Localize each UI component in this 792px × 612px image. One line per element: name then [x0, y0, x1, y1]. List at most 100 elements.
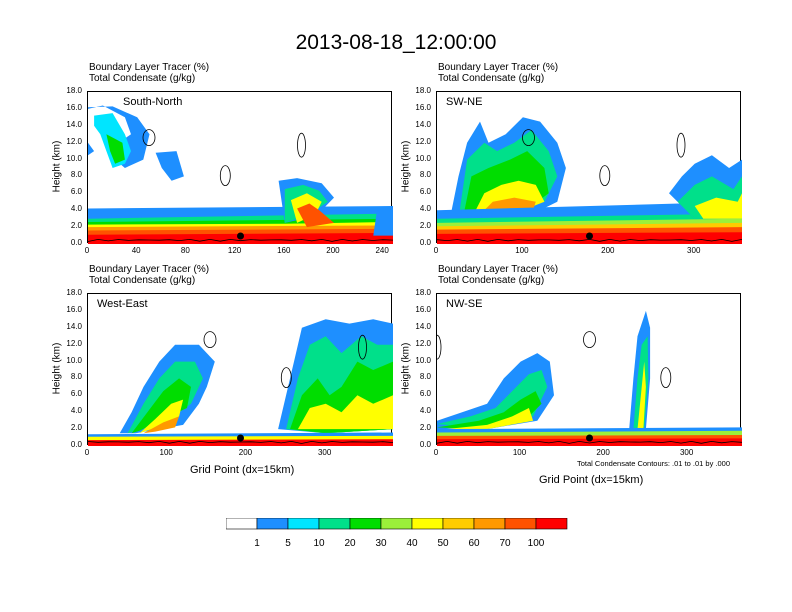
x-tick-label: 40 — [131, 246, 141, 255]
y-tick-label: 0.0 — [419, 440, 431, 449]
colorbar-label: 60 — [468, 538, 480, 549]
panel-header-line2: Total Condensate (g/kg) — [438, 275, 545, 286]
x-tick-label: 200 — [326, 246, 340, 255]
tracer-contour-fill — [297, 203, 334, 228]
y-tick-label: 8.0 — [419, 170, 431, 180]
y-tick-label: 16.0 — [66, 102, 82, 112]
condensate-contour — [358, 334, 367, 360]
condensate-contour — [660, 367, 672, 388]
plot-area — [87, 91, 393, 244]
y-tick-label: 4.0 — [70, 204, 82, 214]
y-tick-label: 16.0 — [415, 102, 431, 112]
x-tick-label: 300 — [679, 448, 694, 457]
tracer-contour-fill — [445, 408, 534, 430]
contour-note: Total Condensate Contours: .01 to .01 by… — [577, 459, 731, 468]
x-tick-label: 100 — [512, 448, 527, 457]
tracer-contour-fill — [373, 208, 393, 236]
panel-header-line2: Total Condensate (g/kg) — [438, 73, 545, 84]
y-tick-label: 12.0 — [66, 136, 82, 146]
panel-header-line1: Boundary Layer Tracer (%) — [438, 264, 559, 275]
colorbar-label: 70 — [499, 538, 511, 549]
colorbar-label: 5 — [285, 538, 291, 549]
panel-header-line1: Boundary Layer Tracer (%) — [438, 62, 559, 73]
tracer-field — [437, 117, 742, 244]
tracer-contour-fill — [88, 105, 150, 168]
y-tick-label: 4.0 — [419, 406, 431, 416]
y-tick-label: 4.0 — [70, 406, 82, 416]
x-tick-label: 80 — [180, 246, 190, 255]
colorbar-swatch — [504, 518, 537, 530]
x-tick-label: 200 — [601, 246, 615, 255]
y-tick-label: 8.0 — [70, 372, 82, 382]
panel-header-line1: Boundary Layer Tracer (%) — [89, 62, 210, 73]
x-tick-label: 0 — [433, 246, 439, 255]
figure-title: 2013-08-18_12:00:00 — [295, 31, 497, 54]
tracer-contour-fill — [694, 193, 742, 219]
condensate-contour — [203, 331, 217, 348]
panel-header-line2: Total Condensate (g/kg) — [89, 73, 196, 84]
y-tick-label: 8.0 — [70, 170, 82, 180]
y-tick-label: 8.0 — [419, 372, 431, 382]
y-tick-label: 6.0 — [419, 187, 431, 197]
condensate-contour — [297, 132, 306, 158]
cross-section-center-marker — [586, 434, 593, 442]
y-tick-label: 4.0 — [419, 204, 431, 214]
y-tick-label: 10.0 — [66, 153, 82, 163]
condensate-contour — [219, 165, 231, 186]
x-tick-label: 240 — [375, 246, 389, 255]
colorbar-swatch — [318, 518, 351, 530]
y-tick-label: 14.0 — [415, 119, 431, 129]
colorbar-label: 10 — [313, 538, 325, 549]
colorbar-label: 100 — [527, 538, 545, 549]
colorbar-swatch — [256, 518, 289, 530]
x-tick-label: 300 — [317, 448, 332, 457]
y-tick-label: 14.0 — [415, 321, 431, 331]
colorbar-swatch — [473, 518, 506, 530]
cross-section-center-marker — [237, 232, 244, 240]
y-tick-label: 2.0 — [70, 423, 82, 433]
plot-area — [87, 293, 393, 446]
x-tick-label: 0 — [433, 448, 439, 457]
y-tick-label: 2.0 — [419, 423, 431, 433]
y-tick-label: 10.0 — [415, 153, 431, 163]
condensate-contour — [142, 129, 156, 146]
tracer-contour-fill — [88, 439, 393, 446]
colorbar-label: 30 — [375, 538, 387, 549]
terrain-line — [437, 440, 742, 444]
tracer-field — [437, 310, 742, 446]
x-tick-label: 100 — [159, 448, 173, 457]
x-tick-label: 200 — [596, 448, 610, 457]
plot-area — [436, 91, 742, 244]
y-tick-label: 12.0 — [66, 338, 82, 348]
condensate-contour — [437, 334, 442, 360]
colorbar-label: 50 — [437, 538, 449, 549]
y-tick-label: 14.0 — [66, 321, 82, 331]
x-tick-label: 160 — [277, 246, 291, 255]
x-tick-label: 300 — [687, 246, 701, 255]
section-label: West-East — [97, 298, 148, 310]
y-tick-label: 18.0 — [415, 86, 431, 95]
condensate-contour — [599, 165, 611, 186]
tracer-contour-fill — [637, 361, 646, 430]
y-axis-label: Height (km) — [51, 342, 63, 395]
y-tick-label: 14.0 — [66, 119, 82, 129]
colorbar — [226, 518, 568, 530]
colorbar-swatch — [349, 518, 382, 530]
colorbar-swatch — [442, 518, 475, 530]
colorbar-swatch — [380, 518, 413, 530]
tracer-contour-fill — [139, 399, 184, 434]
x-tick-label: 0 — [84, 246, 90, 255]
tracer-contour-fill — [155, 151, 184, 181]
section-label: South-North — [123, 96, 183, 108]
y-tick-label: 16.0 — [66, 304, 82, 314]
colorbar-swatch — [287, 518, 320, 530]
y-tick-label: 12.0 — [415, 136, 431, 146]
x-axis-label-left: Grid Point (dx=15km) — [190, 464, 295, 476]
condensate-contour — [522, 129, 535, 146]
y-tick-label: 6.0 — [70, 389, 82, 399]
colorbar-label: 40 — [406, 538, 418, 549]
section-label: SW-NE — [446, 96, 483, 108]
section-label: NW-SE — [446, 298, 483, 310]
y-tick-label: 2.0 — [70, 221, 82, 231]
y-tick-label: 2.0 — [419, 221, 431, 231]
